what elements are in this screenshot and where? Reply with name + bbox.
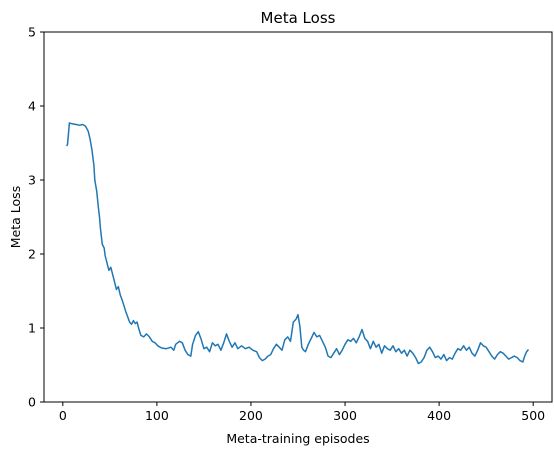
chart-title: Meta Loss bbox=[261, 9, 336, 27]
x-tick-label: 200 bbox=[239, 408, 263, 423]
y-tick-label: 1 bbox=[28, 321, 36, 336]
y-axis: 0 1 2 3 4 5 bbox=[28, 25, 44, 410]
x-tick-label: 0 bbox=[59, 408, 67, 423]
x-tick-label: 300 bbox=[333, 408, 357, 423]
y-tick-label: 2 bbox=[28, 247, 36, 262]
x-tick-label: 100 bbox=[145, 408, 169, 423]
series-line bbox=[65, 122, 530, 365]
y-tick-label: 4 bbox=[28, 99, 36, 114]
axes-frame bbox=[43, 31, 553, 403]
y-tick-label: 0 bbox=[28, 395, 36, 410]
y-tick-label: 3 bbox=[28, 173, 36, 188]
x-tick-label: 400 bbox=[427, 408, 451, 423]
y-tick-label: 5 bbox=[28, 25, 36, 40]
plot-area bbox=[65, 122, 530, 365]
x-axis-label: Meta-training episodes bbox=[226, 431, 369, 446]
y-axis-label: Meta Loss bbox=[8, 186, 23, 248]
x-axis: 0 100 200 300 400 500 bbox=[59, 402, 545, 423]
x-tick-label: 500 bbox=[521, 408, 545, 423]
